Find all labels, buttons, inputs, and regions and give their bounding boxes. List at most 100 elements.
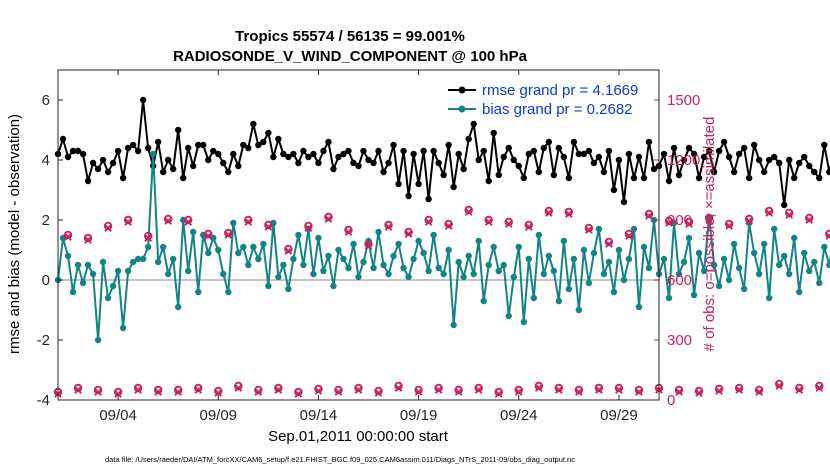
obs-possible-marker <box>825 229 830 239</box>
series-point-1 <box>575 306 583 314</box>
series-point-1 <box>265 282 272 290</box>
series-point-1 <box>114 267 122 275</box>
obs-possible-marker <box>544 206 554 216</box>
series-point-1 <box>320 267 327 275</box>
obs-assimilated-marker <box>294 390 303 398</box>
series-point-1 <box>770 225 778 233</box>
series-point-0 <box>806 162 813 170</box>
series-point-1 <box>149 150 157 158</box>
obs-possible-marker <box>494 387 503 397</box>
series-point-0 <box>310 150 317 158</box>
series-point-1 <box>470 270 477 278</box>
series-point-1 <box>510 273 517 281</box>
obs-assimilated-marker <box>575 388 583 396</box>
series-point-0 <box>495 171 502 179</box>
series-point-1 <box>675 270 683 278</box>
series-point-1 <box>330 282 337 290</box>
obs-assimilated-marker <box>214 389 223 397</box>
series-point-0 <box>250 120 257 128</box>
series-point-1 <box>826 261 830 269</box>
series-point-0 <box>415 180 422 188</box>
series-point-0 <box>710 168 718 176</box>
series-point-0 <box>195 141 202 149</box>
series-point-1 <box>410 255 417 263</box>
series-point-0 <box>129 141 137 149</box>
series-point-1 <box>605 258 613 266</box>
series-point-1 <box>250 243 257 251</box>
series-point-1 <box>760 240 768 248</box>
series-point-0 <box>801 153 808 161</box>
series-point-1 <box>690 291 698 299</box>
obs-possible-marker <box>184 215 193 225</box>
obs-assimilated-marker <box>224 231 233 239</box>
series-point-1 <box>545 252 553 260</box>
obs-assimilated-marker <box>645 212 653 220</box>
series-point-1 <box>570 255 578 263</box>
series-point-1 <box>440 270 447 278</box>
series-point-0 <box>159 168 167 176</box>
series-point-0 <box>180 174 187 182</box>
series-point-1 <box>144 243 152 251</box>
series-point-0 <box>776 159 783 167</box>
series-point-0 <box>270 153 277 161</box>
x-tick-label: 09/29 <box>600 407 638 424</box>
obs-assimilated-marker <box>544 209 553 217</box>
series-point-0 <box>685 144 693 152</box>
obs-assimilated-marker <box>284 247 293 255</box>
series-point-1 <box>134 255 142 263</box>
obs-assimilated-marker <box>675 388 683 396</box>
series-point-0 <box>720 138 728 146</box>
series-point-0 <box>215 150 222 158</box>
series-point-1 <box>786 270 793 278</box>
series-point-1 <box>425 267 432 275</box>
series-point-1 <box>645 264 653 272</box>
series-point-1 <box>345 264 352 272</box>
series-point-0 <box>380 168 387 176</box>
series-point-0 <box>811 168 818 176</box>
series-point-1 <box>765 294 773 302</box>
obs-assimilated-marker <box>94 388 102 396</box>
obs-assimilated-marker <box>164 217 173 225</box>
series-point-1 <box>525 255 532 263</box>
x-tick-label: 09/24 <box>500 407 538 424</box>
series-point-1 <box>445 246 452 254</box>
obs-possible-marker <box>785 208 794 218</box>
series-point-0 <box>670 144 678 152</box>
obs-assimilated-marker <box>314 387 323 395</box>
obs-possible-marker <box>344 225 353 235</box>
obs-assimilated-marker <box>254 388 263 396</box>
obs-possible-marker <box>194 383 203 393</box>
y-axis-label-right: # of obs: o=possible; ×=assimilated <box>701 117 718 352</box>
obs-assimilated-marker <box>474 386 483 394</box>
obs-assimilated-marker <box>815 384 824 392</box>
obs-assimilated-marker <box>585 226 593 234</box>
series-point-0 <box>425 195 432 203</box>
obs-assimilated-marker <box>134 386 142 394</box>
series-point-0 <box>650 165 658 173</box>
series-point-1 <box>480 297 487 305</box>
series-point-0 <box>680 156 688 164</box>
series-point-0 <box>480 147 487 155</box>
obs-possible-marker <box>153 385 163 395</box>
series-point-0 <box>550 171 558 179</box>
series-point-1 <box>535 231 542 239</box>
series-point-0 <box>144 144 152 152</box>
obs-possible-marker <box>334 385 343 395</box>
series-point-1 <box>295 231 302 239</box>
obs-assimilated-marker <box>554 386 563 394</box>
series-point-1 <box>585 279 593 287</box>
series-point-1 <box>225 288 232 296</box>
obs-possible-marker <box>364 239 373 249</box>
series-point-0 <box>124 144 132 152</box>
obs-possible-marker <box>264 220 273 230</box>
obs-assimilated-marker <box>685 220 693 228</box>
obs-possible-marker <box>564 207 574 217</box>
y-tick-label-right: 1500 <box>667 92 700 109</box>
obs-assimilated-marker <box>104 224 112 232</box>
plot-area <box>58 70 659 400</box>
series-point-1 <box>215 246 222 254</box>
series-point-0 <box>445 141 452 149</box>
obs-assimilated-marker <box>404 230 413 238</box>
obs-assimilated-marker <box>74 386 82 394</box>
series-point-0 <box>69 147 77 155</box>
